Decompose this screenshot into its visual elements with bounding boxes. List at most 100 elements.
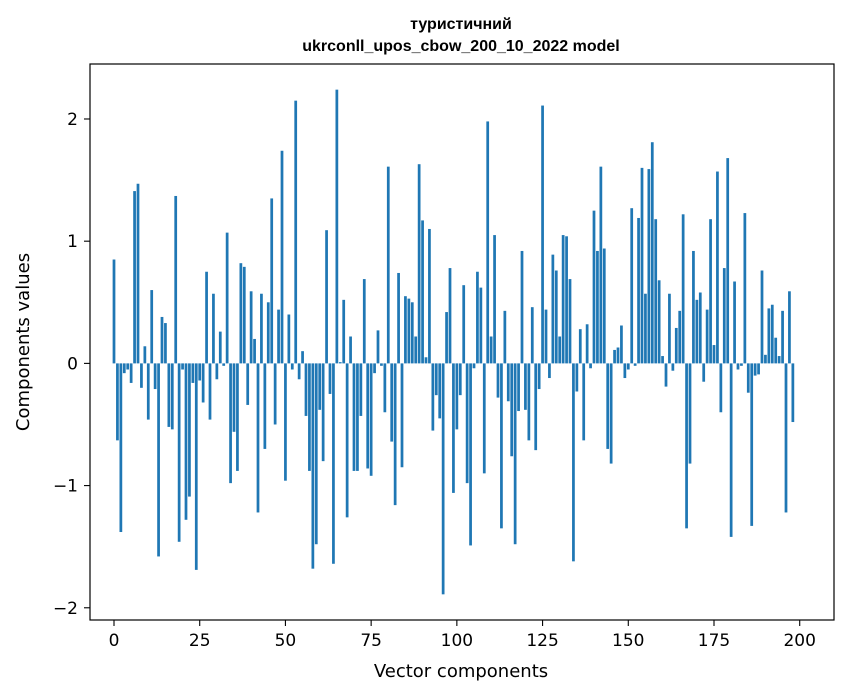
- bar: [743, 213, 747, 364]
- bar: [222, 363, 226, 366]
- bar: [753, 363, 757, 376]
- bar: [266, 302, 270, 364]
- bar: [702, 363, 706, 382]
- chart-title-line-1: туристичний: [410, 16, 512, 33]
- bar: [623, 363, 627, 379]
- bar: [188, 363, 191, 497]
- bar: [644, 293, 647, 364]
- bar: [548, 363, 551, 379]
- bar: [784, 363, 788, 513]
- y-tick-label: 0: [67, 354, 78, 374]
- bar: [304, 363, 308, 416]
- bar: [311, 363, 315, 569]
- bar: [709, 219, 712, 364]
- bar: [428, 228, 431, 364]
- bar: [359, 363, 363, 416]
- bar: [698, 292, 702, 364]
- bar: [757, 363, 760, 375]
- x-tick-label: 100: [441, 631, 473, 651]
- bar: [722, 268, 726, 364]
- bar: [469, 363, 472, 546]
- bar: [750, 363, 754, 526]
- bar: [500, 363, 503, 529]
- bar: [242, 266, 246, 364]
- bar: [181, 363, 184, 370]
- bar: [380, 363, 383, 366]
- bar: [736, 363, 740, 370]
- bar: [376, 330, 380, 364]
- bar: [191, 363, 195, 383]
- bar: [410, 302, 414, 364]
- bar: [256, 363, 260, 513]
- bar: [438, 363, 442, 419]
- bar: [654, 219, 658, 364]
- bar: [602, 248, 606, 364]
- bar: [664, 363, 668, 387]
- bar: [174, 195, 178, 364]
- bar: [260, 293, 263, 364]
- y-tick-label: 2: [67, 110, 78, 130]
- bar: [510, 363, 514, 457]
- bar: [674, 327, 678, 364]
- bar: [164, 323, 167, 364]
- bar: [496, 363, 500, 398]
- bar: [520, 250, 524, 364]
- bar: [294, 100, 298, 364]
- bar: [455, 363, 459, 430]
- x-tick-label: 125: [526, 631, 558, 651]
- bar: [568, 279, 572, 364]
- bar: [383, 363, 387, 413]
- bar: [150, 290, 154, 364]
- bar: [592, 210, 596, 364]
- bar: [140, 363, 143, 388]
- bar: [280, 150, 284, 364]
- bar: [472, 363, 476, 369]
- bar: [482, 363, 486, 474]
- bar: [489, 336, 493, 364]
- bar: [122, 363, 126, 374]
- bar: [129, 363, 133, 383]
- bar: [434, 363, 438, 396]
- bar: [390, 363, 394, 442]
- chart-title: туристичний ukrconll_upos_cbow_200_10_20…: [302, 16, 619, 55]
- bar: [657, 280, 661, 364]
- bar: [650, 142, 654, 364]
- bar: [225, 232, 229, 364]
- bar: [599, 166, 603, 364]
- bar: [626, 363, 630, 370]
- bar: [445, 312, 448, 364]
- bar: [589, 363, 592, 369]
- bar: [177, 363, 181, 542]
- bar: [112, 259, 116, 364]
- bar: [157, 363, 160, 557]
- bar: [678, 310, 682, 364]
- bar: [126, 363, 130, 370]
- bar: [362, 279, 366, 364]
- bar: [764, 354, 767, 364]
- bar: [136, 183, 140, 364]
- bar: [681, 214, 685, 364]
- bar: [493, 235, 496, 364]
- bar: [661, 356, 664, 364]
- bar: [414, 336, 418, 364]
- bar: [143, 346, 147, 364]
- bar: [541, 105, 544, 364]
- bar: [287, 314, 291, 364]
- bar: [524, 363, 527, 410]
- bar: [462, 285, 466, 364]
- bar: [578, 329, 582, 364]
- bar: [613, 349, 616, 364]
- bar: [133, 191, 136, 364]
- plot-area-frame: [89, 63, 835, 621]
- bar: [335, 89, 339, 364]
- bar: [596, 250, 599, 364]
- bar: [215, 363, 219, 380]
- bar: [208, 363, 212, 420]
- bar: [534, 363, 538, 451]
- bar: [695, 299, 699, 364]
- bar: [201, 363, 205, 403]
- bar: [239, 263, 243, 364]
- bar: [503, 310, 507, 364]
- bar: [640, 167, 644, 364]
